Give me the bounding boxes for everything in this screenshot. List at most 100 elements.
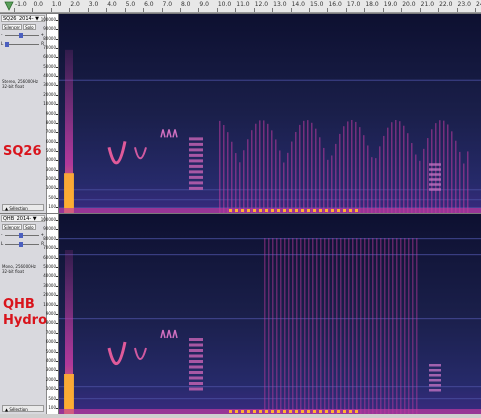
timeline-ruler[interactable]: -1.0 0.0 1.0 2.0 3.0 4.0 5.0 6.0 7.0 8.0 9.0 10.0 11…	[0, 0, 481, 13]
frequency-axis-tick	[56, 207, 58, 208]
spectrogram-sq26[interactable]	[59, 14, 481, 213]
frequency-axis-tick	[56, 370, 58, 372]
spectrogram-click	[284, 238, 286, 414]
frequency-axis-label: 60000	[43, 254, 56, 260]
spectrogram-click	[395, 120, 397, 213]
spectrogram-band	[59, 199, 481, 201]
frequency-axis-tick	[56, 408, 58, 409]
spectrogram-qhb-hydro[interactable]	[59, 214, 481, 414]
frequency-axis-tick	[56, 20, 58, 21]
spectrogram-click	[347, 121, 349, 213]
timeline-play-head-icon[interactable]	[4, 1, 14, 11]
spectrogram-view[interactable]	[59, 14, 481, 213]
spectrogram-click	[376, 238, 378, 414]
gain-slider-knob[interactable]	[19, 233, 23, 238]
ruler-tick	[253, 8, 255, 12]
mute-button[interactable]: Silencer	[2, 224, 23, 230]
frequency-axis-label: 80000	[43, 35, 56, 41]
spectrogram-click	[348, 238, 350, 414]
spectrogram-click	[392, 238, 394, 414]
spectrogram-floor-hot	[289, 209, 292, 212]
spectrogram-click	[264, 238, 266, 414]
spectrogram-floor-hot	[277, 209, 280, 212]
spectrogram-click	[288, 238, 290, 414]
frequency-axis-tick	[56, 267, 58, 268]
frequency-axis-label: 40000	[43, 273, 56, 279]
spectrogram-floor	[59, 409, 481, 414]
solo-button[interactable]: Solo	[23, 24, 36, 30]
frequency-axis-label: 70000	[43, 45, 56, 51]
frequency-axis-label: 7000	[45, 329, 56, 335]
frequency-axis-tick	[56, 94, 58, 96]
spectrogram-click	[307, 120, 309, 213]
spectrogram-click	[263, 120, 265, 213]
spectrogram-floor-hot	[319, 410, 322, 413]
gain-slider[interactable]: - +	[1, 232, 44, 239]
spectrogram-background	[59, 14, 481, 213]
spectrogram-floor-hot	[295, 209, 298, 212]
spectrogram-floor-hot	[295, 410, 298, 413]
spectrogram-click	[367, 145, 369, 213]
frequency-axis-label: 9000	[45, 311, 56, 316]
spectrogram-click	[400, 238, 402, 414]
spectrogram-click	[387, 127, 389, 213]
frequency-axis-tick	[56, 113, 58, 115]
spectrogram-click	[292, 238, 294, 414]
mute-button[interactable]: Silencer	[2, 24, 23, 30]
frequency-axis-tick	[56, 361, 58, 362]
frequency-axis-tick	[56, 351, 58, 353]
track-name-dropdown[interactable]: SQ26_2014- ▼	[1, 15, 45, 22]
ruler-tick-label: 22.0	[439, 1, 453, 8]
spectrogram-click	[368, 238, 370, 414]
gain-plus-label: +	[40, 232, 44, 237]
spectrogram-click	[320, 238, 322, 414]
ruler-tick	[216, 8, 218, 12]
frequency-axis-label: 10000	[43, 101, 56, 107]
gain-slider[interactable]: - +	[1, 32, 44, 39]
ruler-tick-label: 10.0	[217, 1, 232, 8]
frequency-axis-tick	[56, 48, 58, 50]
spectrogram-band	[59, 254, 481, 256]
pan-slider[interactable]: L R	[1, 241, 44, 248]
spectrogram-click	[303, 120, 305, 213]
pan-slider-knob[interactable]	[5, 42, 9, 47]
spectrogram-floor-hot	[235, 410, 238, 413]
select-button[interactable]: ▲ Sélection	[2, 204, 44, 211]
pan-slider[interactable]: L R	[1, 41, 44, 48]
spectrogram-view[interactable]	[59, 214, 481, 414]
gain-slider-knob[interactable]	[19, 33, 23, 38]
track-name-dropdown[interactable]: QHB_2014- ▼	[1, 215, 45, 222]
spectrogram-floor-hot	[259, 410, 262, 413]
spectrogram-click	[336, 238, 338, 414]
horizontal-scrollbar[interactable]	[0, 414, 481, 418]
pan-slider-knob[interactable]	[19, 242, 23, 247]
solo-button[interactable]: Solo	[23, 224, 36, 230]
spectrogram-click	[324, 238, 326, 414]
ruler-tick	[272, 8, 274, 12]
spectrogram-harmonic	[189, 343, 203, 347]
spectrogram-band	[59, 189, 481, 191]
track-sq26[interactable]: SQ26_2014- ▼ Silencer Solo - + L R Stereo…	[0, 13, 481, 213]
frequency-axis-label: 500	[48, 395, 56, 401]
frequency-axis-tick	[56, 238, 58, 240]
ruler-tick-label: 23.0	[457, 1, 471, 8]
spectrogram-call-squiggle	[160, 329, 166, 339]
spectrogram-cluster-right	[429, 163, 441, 166]
spectrogram-floor-hot	[331, 209, 334, 212]
spectrogram-floor-hot	[289, 410, 292, 413]
spectrogram-harmonic	[189, 387, 203, 391]
frequency-axis-label: 8000	[45, 119, 56, 125]
track-qhb-hydro[interactable]: QHB_2014- ▼ Silencer Solo - + L R Mono, 2…	[0, 213, 481, 414]
frequency-axis-tick	[56, 197, 58, 199]
ruler-tick	[87, 8, 89, 12]
track-control-panel[interactable]: QHB_2014- ▼ Silencer Solo - + L R Mono, 2…	[0, 214, 47, 414]
spectrogram-click	[360, 238, 362, 414]
spectrogram-call-v2	[134, 147, 147, 160]
frequency-axis-label: 3000	[45, 367, 56, 373]
track-control-panel[interactable]: SQ26_2014- ▼ Silencer Solo - + L R Stereo…	[0, 14, 47, 213]
spectrogram-click	[223, 125, 225, 213]
select-button[interactable]: ▲ Sélection	[2, 405, 44, 412]
frequency-axis-tick	[56, 304, 58, 306]
spectrogram-click	[411, 143, 413, 213]
frequency-axis-tick	[56, 141, 58, 143]
